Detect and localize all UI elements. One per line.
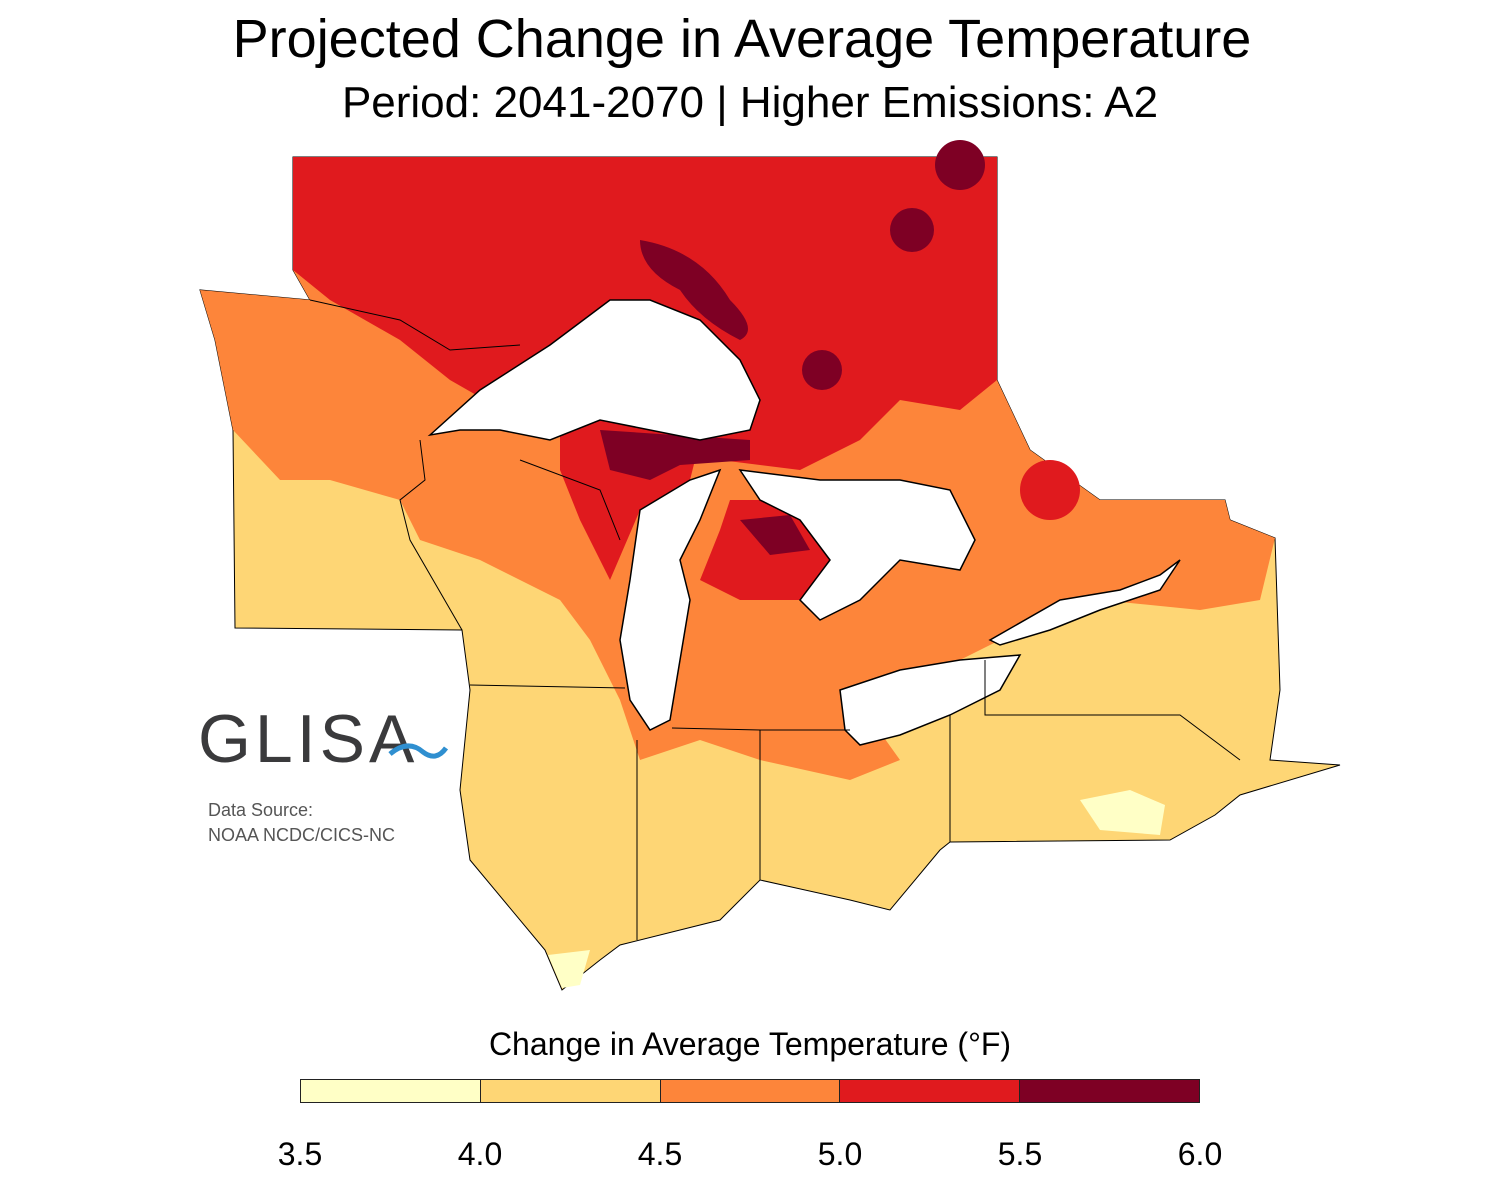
region-5.5-6.0-blob: [890, 208, 934, 252]
legend-swatch: [660, 1080, 841, 1102]
legend-swatch: [301, 1080, 481, 1102]
legend-tick-label: 5.5: [997, 1136, 1043, 1172]
region-5.5-6.0-lower-mi: [740, 515, 810, 555]
lake-superior: [427, 299, 761, 441]
state-borders: [309, 299, 1241, 940]
legend-swatch: [1020, 1080, 1199, 1102]
legend-tick-label: 4.5: [637, 1136, 683, 1172]
lake-ontario: [988, 559, 1181, 646]
region-3.5-4.0-pa: [1080, 790, 1165, 835]
region-3.5-4.0-south: [548, 950, 590, 988]
region-5.5-6.0-blob: [935, 140, 985, 190]
data-source-value: NOAA NCDC/CICS-NC: [208, 825, 396, 845]
region-5.5-6.0-up: [600, 430, 750, 480]
region-5.0-5.5-lower-mi: [700, 500, 830, 600]
map-subtitle: Period: 2041-2070 | Higher Emissions: A2: [341, 78, 1159, 127]
lake-michigan: [619, 468, 722, 731]
data-source: Data Source: NOAA NCDC/CICS-NC: [208, 798, 395, 848]
map-title: Projected Change in Average Temperature: [232, 9, 1252, 69]
legend-tick-label: 5.0: [817, 1136, 863, 1172]
legend-colorbar: [300, 1079, 1200, 1103]
legend-swatch: [840, 1080, 1021, 1102]
wave-icon: [388, 743, 448, 759]
region-5.5-6.0-blob: [802, 350, 842, 390]
legend-tick-label: 6.0: [1177, 1136, 1223, 1172]
data-source-label: Data Source:: [208, 800, 314, 820]
legend-swatch: [480, 1080, 661, 1102]
lake-huron: [738, 469, 976, 621]
legend-tick-label: 4.0: [457, 1136, 503, 1172]
region-5.5-6.0: [640, 240, 748, 340]
region-5.0-5.5-ontario: [1020, 460, 1080, 520]
legend-tick-label: 3.5: [277, 1136, 323, 1172]
legend-title: Change in Average Temperature (°F): [488, 1026, 1012, 1062]
glisa-logo: GLISA: [198, 700, 448, 778]
lake-erie: [839, 654, 1022, 746]
